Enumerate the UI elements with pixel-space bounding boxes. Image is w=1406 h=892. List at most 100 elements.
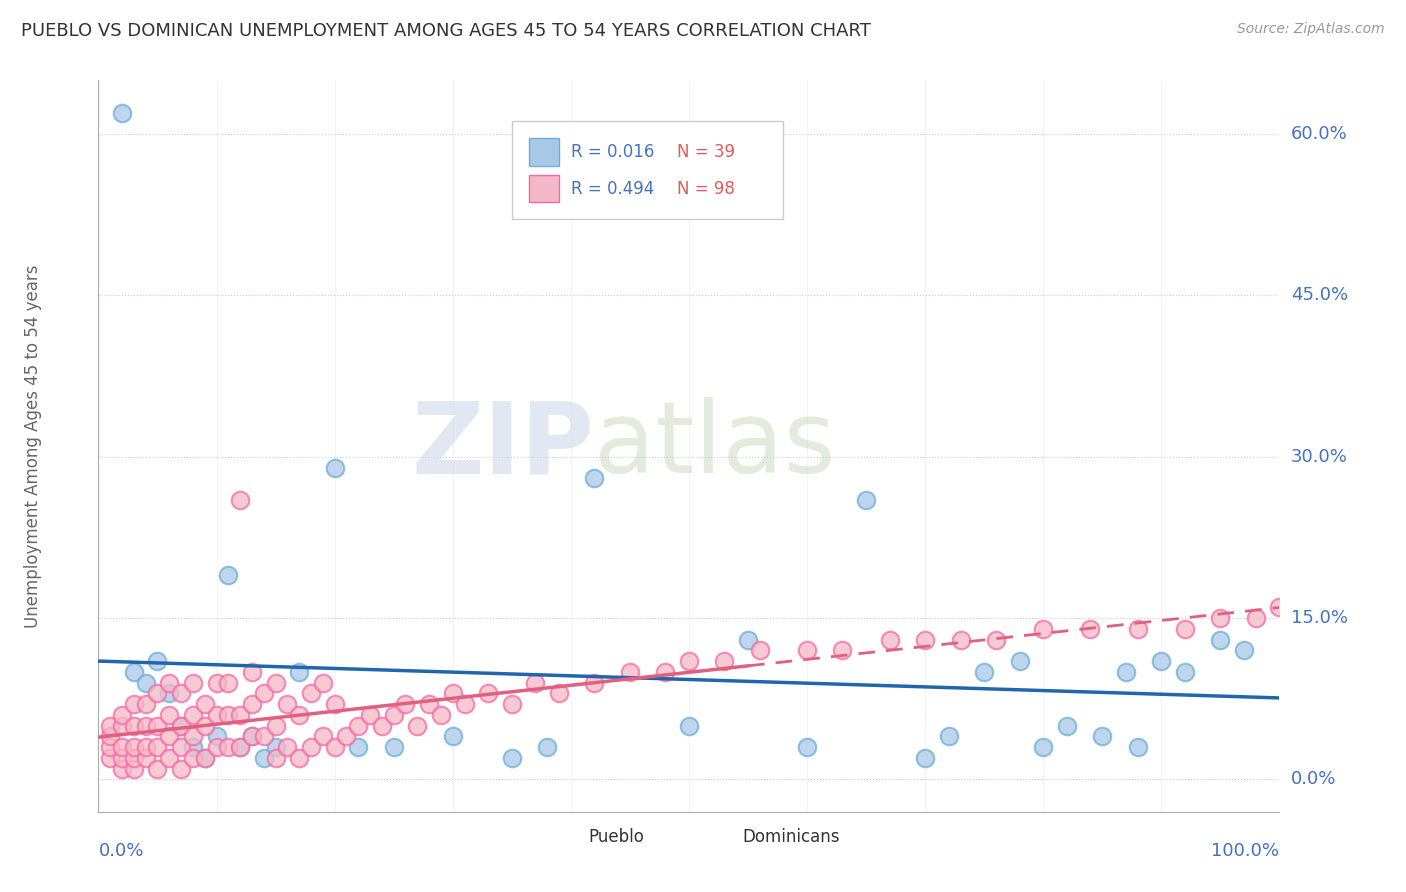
Text: Source: ZipAtlas.com: Source: ZipAtlas.com <box>1237 22 1385 37</box>
Point <box>264 675 287 690</box>
Text: ZIP: ZIP <box>412 398 595 494</box>
Text: N = 98: N = 98 <box>678 179 735 197</box>
Point <box>914 751 936 765</box>
Point <box>146 762 169 776</box>
Point <box>157 730 180 744</box>
Point <box>583 471 606 485</box>
Point <box>146 654 169 668</box>
Point <box>205 707 228 722</box>
Point <box>1126 740 1149 755</box>
Point <box>157 751 180 765</box>
Point <box>217 707 239 722</box>
Point <box>264 740 287 755</box>
Point <box>276 697 298 711</box>
Point <box>157 686 180 700</box>
Point <box>323 740 346 755</box>
Point <box>240 697 263 711</box>
Text: PUEBLO VS DOMINICAN UNEMPLOYMENT AMONG AGES 45 TO 54 YEARS CORRELATION CHART: PUEBLO VS DOMINICAN UNEMPLOYMENT AMONG A… <box>21 22 870 40</box>
Point <box>453 697 475 711</box>
Point <box>441 686 464 700</box>
Point <box>1115 665 1137 679</box>
Text: 30.0%: 30.0% <box>1291 448 1347 466</box>
Point <box>796 740 818 755</box>
Point <box>973 665 995 679</box>
Point <box>359 707 381 722</box>
Point <box>949 632 972 647</box>
Point <box>713 654 735 668</box>
Point <box>111 719 134 733</box>
Point <box>323 697 346 711</box>
Point <box>170 719 193 733</box>
Point <box>1174 665 1197 679</box>
Text: 60.0%: 60.0% <box>1291 125 1347 143</box>
Point <box>418 697 440 711</box>
Point <box>264 719 287 733</box>
Point <box>1174 622 1197 636</box>
Point <box>240 730 263 744</box>
Point <box>135 751 157 765</box>
Point <box>146 740 169 755</box>
Point <box>406 719 429 733</box>
Point <box>1209 632 1232 647</box>
Point <box>501 697 523 711</box>
Point <box>146 686 169 700</box>
Point <box>205 740 228 755</box>
FancyBboxPatch shape <box>530 175 560 202</box>
Point <box>288 751 311 765</box>
Point <box>335 730 357 744</box>
Point <box>98 719 121 733</box>
Point <box>181 730 204 744</box>
Point <box>288 665 311 679</box>
Point <box>524 675 547 690</box>
Point <box>347 740 370 755</box>
Point <box>276 740 298 755</box>
Point <box>430 707 453 722</box>
Point <box>181 740 204 755</box>
Point <box>170 686 193 700</box>
Point <box>229 707 252 722</box>
Point <box>122 762 145 776</box>
Point <box>181 707 204 722</box>
Point <box>678 654 700 668</box>
Point <box>914 632 936 647</box>
Point <box>135 719 157 733</box>
FancyBboxPatch shape <box>553 825 579 848</box>
Text: Pueblo: Pueblo <box>589 828 644 846</box>
Point <box>1032 740 1054 755</box>
Point <box>217 568 239 582</box>
Point <box>501 751 523 765</box>
Point <box>170 762 193 776</box>
Point <box>371 719 394 733</box>
Point <box>312 730 335 744</box>
Text: R = 0.016: R = 0.016 <box>571 143 654 161</box>
Point <box>796 643 818 657</box>
Point <box>111 751 134 765</box>
Point <box>181 751 204 765</box>
Point <box>111 740 134 755</box>
Point <box>135 675 157 690</box>
Point <box>122 751 145 765</box>
Point <box>157 675 180 690</box>
FancyBboxPatch shape <box>512 120 783 219</box>
Text: Unemployment Among Ages 45 to 54 years: Unemployment Among Ages 45 to 54 years <box>24 264 42 628</box>
Point <box>253 751 276 765</box>
Text: atlas: atlas <box>595 398 837 494</box>
Point <box>548 686 571 700</box>
Point <box>748 643 770 657</box>
Point <box>394 697 416 711</box>
FancyBboxPatch shape <box>530 138 560 166</box>
Point <box>441 730 464 744</box>
Point <box>619 665 641 679</box>
Point <box>984 632 1007 647</box>
Point <box>1080 622 1102 636</box>
Point <box>1008 654 1031 668</box>
Point <box>1091 730 1114 744</box>
Point <box>135 697 157 711</box>
Point <box>855 492 877 507</box>
Point <box>217 740 239 755</box>
Point <box>253 730 276 744</box>
Text: R = 0.494: R = 0.494 <box>571 179 654 197</box>
Text: 0.0%: 0.0% <box>1291 771 1336 789</box>
Point <box>98 740 121 755</box>
Point <box>583 675 606 690</box>
